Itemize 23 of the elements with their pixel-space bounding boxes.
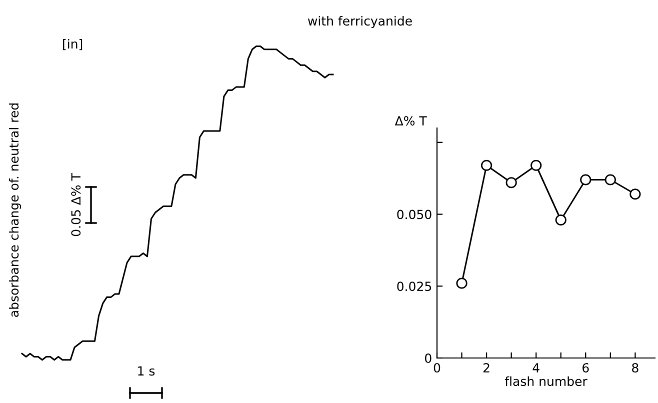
point	[630, 188, 641, 200]
point	[580, 174, 592, 186]
x-tick-label: 0	[434, 363, 440, 373]
chart-title: with ferricyanide	[308, 16, 412, 28]
annotation: 0.05 Δ% T	[71, 173, 81, 236]
x-tick-label: 4	[532, 363, 540, 372]
annotation: [in]	[63, 38, 82, 50]
text: 1 s	[138, 366, 155, 376]
y-tick-label: 0.025	[397, 282, 432, 292]
point	[480, 160, 492, 171]
x-tick-label: 2	[483, 363, 490, 372]
y-axis-title: Δ% T	[394, 116, 427, 126]
y-tick-label: 0.050	[397, 210, 432, 220]
point	[555, 214, 566, 226]
point	[604, 174, 616, 186]
y-axis-title: absorbance change of. neutral red	[8, 104, 22, 317]
x-tick-label: 6	[582, 363, 589, 373]
x-axis-title: flash number	[504, 376, 588, 386]
x-tick-label: 8	[632, 363, 638, 373]
point	[530, 160, 542, 171]
point	[456, 278, 468, 289]
point	[506, 177, 517, 188]
y-tick-label: 0	[425, 353, 432, 363]
